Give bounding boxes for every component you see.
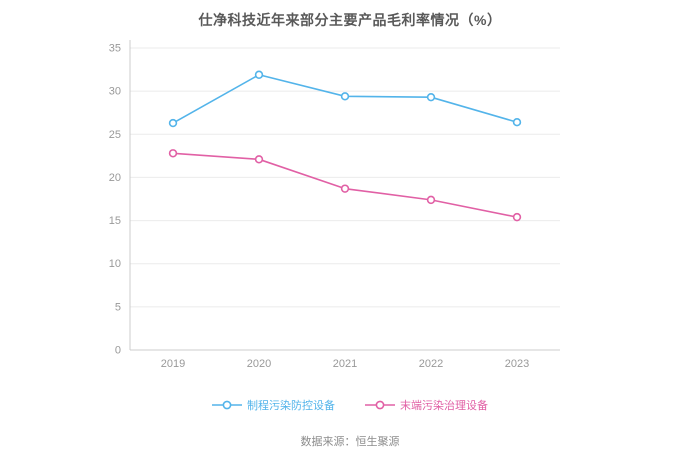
line-chart: 0 5 10 15 20 25 30 35 2019 2020 2021 2022 2023 bbox=[109, 40, 560, 370]
y-tick-label: 20 bbox=[109, 172, 121, 184]
x-tick-label: 2020 bbox=[247, 358, 271, 370]
x-tick-label: 2022 bbox=[419, 358, 443, 370]
legend-marker-icon bbox=[212, 400, 242, 410]
data-point-marker bbox=[254, 155, 264, 164]
data-point-marker bbox=[512, 212, 522, 222]
data-point-marker bbox=[426, 92, 436, 102]
chart-title: 仕净科技近年来部分主要产品毛利率情况（%） bbox=[198, 12, 502, 28]
y-tick-label: 0 bbox=[115, 345, 121, 357]
y-tick-label: 5 bbox=[115, 301, 121, 313]
legend-item-0: 制程污染防控设备 bbox=[212, 397, 335, 413]
data-point-marker bbox=[426, 195, 436, 205]
y-tick-label: 10 bbox=[109, 258, 121, 270]
y-tick-label: 30 bbox=[109, 86, 121, 98]
legend-label: 末端污染治理设备 bbox=[400, 400, 488, 412]
x-tick-label: 2023 bbox=[505, 358, 529, 370]
data-point-marker bbox=[340, 184, 350, 193]
x-tick-label: 2019 bbox=[161, 358, 185, 370]
legend-marker-icon bbox=[365, 400, 395, 410]
data-point-marker bbox=[254, 70, 264, 79]
data-point-marker bbox=[168, 149, 178, 158]
legend-item-1: 末端污染治理设备 bbox=[365, 397, 488, 413]
data-source-note: 数据来源：恒生聚源 bbox=[300, 436, 400, 448]
legend: 制程污染防控设备 末端污染治理设备 bbox=[0, 397, 700, 413]
y-tick-label: 15 bbox=[109, 215, 121, 227]
x-tick-label: 2021 bbox=[333, 358, 357, 370]
y-tick-label: 25 bbox=[109, 129, 121, 141]
data-point-marker bbox=[340, 92, 350, 101]
legend-label: 制程污染防控设备 bbox=[247, 400, 335, 412]
data-point-marker bbox=[512, 118, 522, 127]
data-point-marker bbox=[168, 118, 178, 128]
y-tick-label: 35 bbox=[109, 43, 121, 55]
